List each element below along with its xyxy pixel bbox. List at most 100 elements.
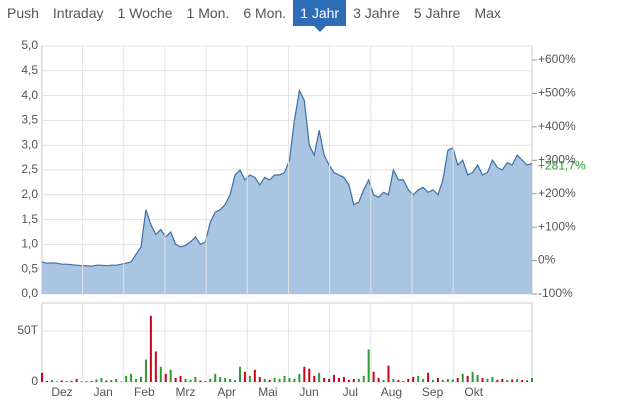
volume-bar	[308, 368, 311, 382]
range-tab[interactable]: 6 Mon.	[243, 5, 287, 21]
volume-bar	[461, 373, 464, 382]
x-tick-label: Mai	[258, 385, 277, 399]
y-tick-label: 2,0	[21, 187, 38, 201]
volume-bar	[95, 379, 98, 382]
range-tab[interactable]: 3 Jahre	[353, 5, 400, 21]
volume-bar	[362, 375, 365, 382]
volume-bar	[471, 371, 474, 382]
volume-bar	[372, 371, 375, 382]
volume-bar	[328, 378, 331, 382]
volume-bar	[90, 381, 93, 382]
volume-bar	[85, 380, 88, 382]
range-tab[interactable]: Push	[7, 5, 39, 21]
volume-bar	[382, 379, 385, 382]
volume-bar	[219, 376, 222, 382]
y-tick-label: 2,5	[21, 162, 38, 176]
volume-bar	[154, 351, 157, 382]
y-tick-label: 1,5	[21, 212, 38, 226]
volume-bar	[258, 376, 261, 382]
volume-bar	[511, 379, 514, 382]
x-tick-label: Jun	[299, 385, 318, 399]
volume-bar	[347, 379, 350, 382]
volume-bar	[491, 376, 494, 382]
volume-bar	[446, 378, 449, 382]
volume-bar	[273, 377, 276, 382]
plot-frame	[41, 302, 533, 383]
volume-bar	[506, 379, 509, 382]
x-tick-label: Aug	[381, 385, 402, 399]
volume-bar	[397, 379, 400, 382]
volume-bar	[179, 375, 182, 382]
volume-bar	[214, 373, 217, 382]
volume-bar	[412, 376, 415, 382]
y-tick-label: 0	[31, 374, 38, 388]
volume-bar	[199, 380, 202, 382]
y2-tick-label: +200%	[538, 186, 576, 200]
y-tick-label: 3,0	[21, 137, 38, 151]
range-tab[interactable]: 5 Jahre	[413, 5, 461, 21]
volume-bar	[174, 377, 177, 382]
volume-bar	[144, 359, 147, 382]
volume-bar	[293, 378, 296, 382]
volume-bar	[298, 373, 301, 382]
range-tab[interactable]: Max	[474, 5, 501, 21]
volume-bar	[441, 379, 444, 382]
y-tick-label: 4,5	[21, 63, 38, 77]
volume-bar	[130, 373, 133, 382]
volume-bar	[115, 378, 118, 382]
volume-bar	[501, 378, 504, 382]
range-tab[interactable]: 1 Jahr	[293, 0, 347, 32]
x-tick-label: Sep	[422, 385, 444, 399]
x-tick-label: Mrz	[176, 385, 196, 399]
y2-tick-label: +100%	[538, 219, 576, 233]
volume-bar	[377, 377, 380, 382]
price-area	[42, 90, 532, 294]
volume-bar	[125, 375, 128, 382]
y-tick-label: 4,0	[21, 88, 38, 102]
volume-bar	[283, 375, 286, 382]
y2-tick-label: +500%	[538, 86, 576, 100]
y-tick-label: 3,5	[21, 113, 38, 127]
range-tab[interactable]: Intraday	[52, 5, 104, 21]
volume-bar	[432, 379, 435, 382]
range-tab[interactable]: 1 Woche	[117, 5, 173, 21]
volume-bar	[139, 376, 142, 382]
volume-bar	[149, 315, 152, 382]
volume-bar	[303, 366, 306, 382]
volume-bar	[194, 376, 197, 382]
volume-bar	[243, 371, 246, 382]
volume-bar	[65, 381, 68, 382]
volume-bar	[229, 378, 232, 382]
x-tick-label: Okt	[464, 385, 483, 399]
range-tab[interactable]: 1 Mon.	[186, 5, 230, 21]
volume-bar	[75, 378, 78, 382]
y-tick-label: 0,5	[21, 261, 38, 275]
volume-bar	[496, 379, 499, 382]
volume-bar	[278, 378, 281, 382]
volume-bar	[422, 378, 425, 382]
volume-bar	[367, 349, 370, 382]
volume-bar	[224, 377, 227, 382]
last-change-label: +281,7%	[538, 159, 586, 173]
volume-bar	[486, 378, 489, 382]
volume-bar	[357, 378, 360, 382]
volume-bar	[402, 380, 405, 382]
volume-bar	[60, 380, 63, 382]
y2-tick-label: +400%	[538, 119, 576, 133]
volume-bar	[481, 377, 484, 382]
volume-bar	[159, 366, 162, 382]
volume-bar	[342, 376, 345, 382]
y-tick-label: 0,0	[21, 286, 38, 300]
volume-bar	[352, 378, 355, 382]
volume-bar	[392, 378, 395, 382]
volume-bar	[253, 369, 256, 382]
y-tick-label: 1,0	[21, 237, 38, 251]
volume-bar	[387, 365, 390, 382]
volume-bar	[318, 372, 321, 382]
y2-tick-label: +600%	[538, 52, 576, 66]
x-tick-label: Feb	[134, 385, 155, 399]
volume-bar	[323, 377, 326, 382]
volume-bar	[521, 379, 524, 382]
x-tick-label: Apr	[217, 385, 236, 399]
